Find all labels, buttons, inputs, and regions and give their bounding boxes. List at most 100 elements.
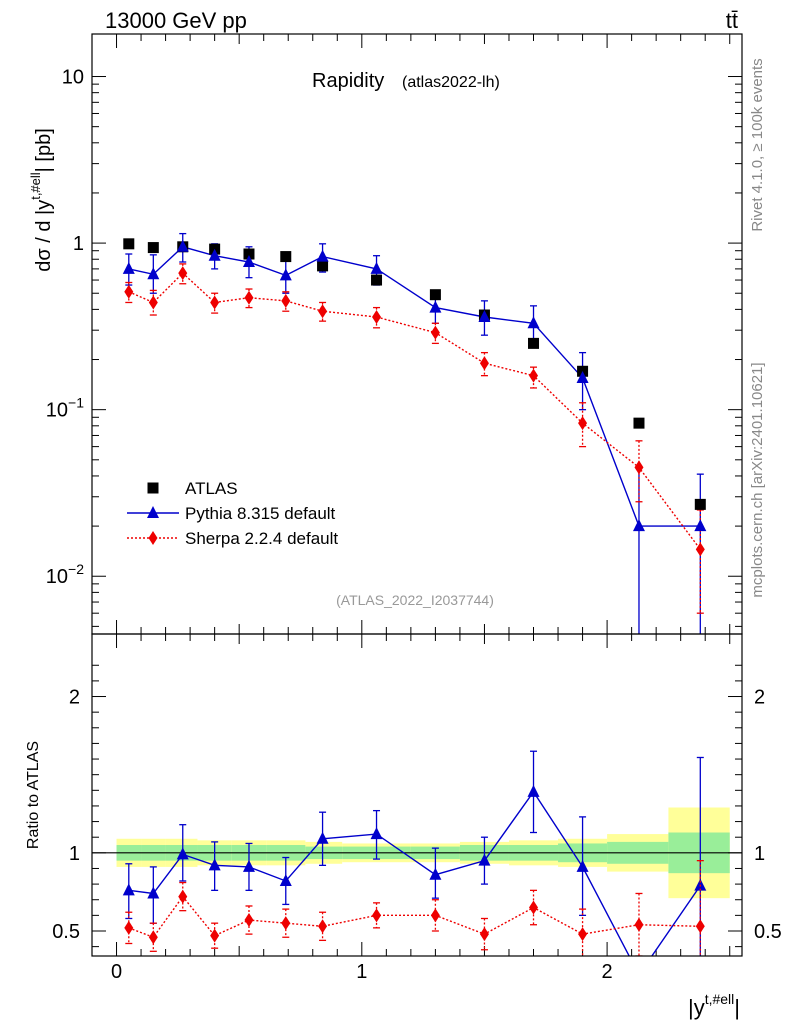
sherpa-point	[318, 304, 328, 319]
sherpa-point	[148, 295, 158, 310]
pythia-point	[429, 300, 442, 313]
top-ylabel: dσ / d |yt,#ell| [pb]	[28, 128, 55, 272]
pythia-point	[576, 859, 589, 872]
xlabel: |yt,#ell|	[688, 991, 740, 1020]
sherpa-point	[178, 266, 188, 281]
atlas-data-point	[528, 337, 540, 349]
sherpa-point	[634, 917, 644, 932]
sherpa-point	[210, 928, 220, 943]
pythia-point	[279, 873, 292, 886]
pythia-point	[208, 858, 221, 871]
rivet-label: Rivet 4.1.0, ≥ 100k events	[749, 58, 766, 231]
sherpa-point	[578, 927, 588, 942]
sherpa-point	[372, 908, 382, 923]
ratio-ytick-label: 1	[69, 843, 80, 865]
atlas-data-point	[371, 274, 383, 286]
pythia-point	[478, 309, 491, 322]
pythia-point	[316, 249, 329, 262]
sherpa-point	[210, 295, 220, 310]
pythia-point	[429, 867, 442, 880]
sherpa-point	[479, 356, 489, 371]
legend-label: ATLAS	[185, 479, 238, 498]
ratio-ytick-label-right: 2	[754, 687, 765, 709]
xtick-label: 1	[356, 961, 367, 983]
top-ytick-label: 10−1	[46, 395, 84, 422]
svg-text:dσ / d |yt,#ell| [pb]: dσ / d |yt,#ell| [pb]	[28, 128, 55, 272]
plot-title: Rapidity	[312, 70, 384, 92]
sherpa-point	[695, 542, 705, 557]
pythia-point	[176, 239, 189, 252]
pythia-point	[694, 519, 707, 532]
pythia-point	[370, 827, 383, 840]
pythia-point	[633, 968, 645, 980]
sherpa-point	[281, 293, 291, 308]
atlas-data-point	[633, 417, 645, 429]
ratio-ytick-label-right: 1	[754, 843, 765, 865]
sherpa-point	[178, 889, 188, 904]
sherpa-point	[244, 913, 254, 928]
ratio-ytick-label: 0.5	[52, 921, 80, 943]
pythia-point	[147, 267, 160, 280]
atlas-data-point	[280, 251, 292, 263]
pythia-point	[316, 831, 329, 844]
pythia-point	[208, 248, 221, 261]
sherpa-point	[695, 919, 705, 934]
plot-subtitle: (atlas2022-lh)	[402, 74, 500, 91]
top-ytick-label: 10−2	[46, 561, 84, 588]
pythia-ratio-line	[128, 790, 701, 956]
pythia-point	[527, 784, 540, 797]
pythia-point	[242, 859, 255, 872]
xtick-label: 0	[111, 961, 122, 983]
ratio-ytick-label-right: 0.5	[754, 921, 782, 943]
ratio-frame	[91, 633, 743, 957]
pythia-point	[242, 254, 255, 267]
legend-marker	[148, 531, 158, 545]
sherpa-point	[244, 290, 254, 305]
sherpa-point	[318, 919, 328, 934]
legend-marker	[147, 482, 159, 494]
atlas-data-point	[243, 248, 255, 260]
pythia-point	[576, 370, 589, 383]
sherpa-point	[124, 920, 134, 935]
svg-text:|yt,#ell|: |yt,#ell|	[688, 991, 740, 1020]
atlas-data-point	[123, 238, 135, 250]
sherpa-point	[479, 927, 489, 942]
legend-marker	[147, 506, 159, 518]
sherpa-point	[124, 284, 134, 299]
pythia-point	[370, 261, 383, 274]
top-ytick-label: 10	[62, 67, 84, 89]
sherpa-point	[281, 916, 291, 931]
pythia-point	[147, 886, 160, 899]
process-label: tt̄	[726, 8, 738, 33]
sherpa-line	[128, 272, 701, 550]
sherpa-point	[529, 900, 539, 915]
top-ytick-label: 1	[73, 233, 84, 255]
xtick-label: 2	[602, 961, 613, 983]
ratio-ytick-label: 2	[69, 687, 80, 709]
atlas-data-point	[694, 498, 706, 510]
ratio-ylabel: Ratio to ATLAS	[25, 741, 42, 849]
sherpa-point	[529, 368, 539, 383]
analysis-watermark: (ATLAS_2022_I2037744)	[336, 592, 494, 608]
sherpa-point	[634, 460, 644, 475]
sherpa-ratio-line	[128, 895, 701, 939]
pythia-point	[176, 847, 189, 860]
pythia-point	[632, 519, 645, 532]
pythia-point	[279, 268, 292, 281]
sherpa-point	[578, 416, 588, 431]
pythia-point	[527, 316, 540, 329]
sherpa-point	[148, 930, 158, 945]
energy-label: 13000 GeV pp	[105, 8, 247, 33]
sherpa-point	[372, 309, 382, 324]
sherpa-point	[430, 325, 440, 340]
atlas-data-point	[147, 242, 159, 254]
legend-label: Pythia 8.315 default	[185, 504, 336, 523]
pythia-point	[478, 853, 491, 866]
atlas-data-point	[317, 260, 329, 272]
legend-label: Sherpa 2.2.4 default	[185, 529, 338, 548]
mcplots-label: mcplots.cern.ch [arXiv:2401.10621]	[749, 362, 766, 597]
atlas-data-point	[429, 289, 441, 301]
pythia-point	[122, 261, 135, 274]
pythia-point	[122, 883, 135, 896]
